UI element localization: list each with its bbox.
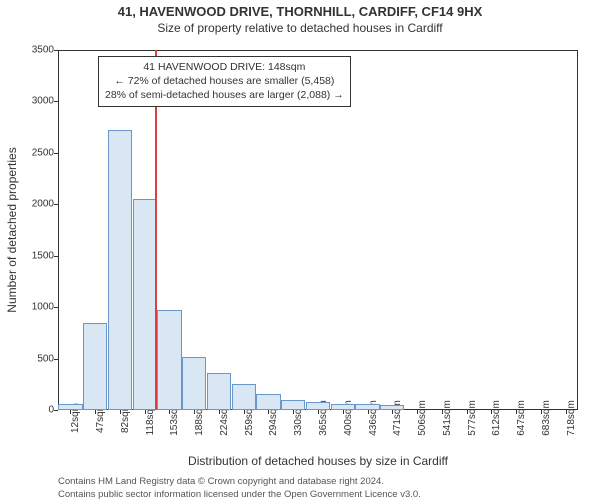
histogram-bar — [380, 405, 404, 410]
histogram-bar — [331, 404, 355, 410]
y-tick-mark — [54, 410, 58, 411]
x-tick-label: 612sqm — [491, 400, 502, 436]
x-tick-label: 541sqm — [442, 400, 453, 436]
histogram-bar — [306, 402, 330, 410]
y-tick-mark — [54, 204, 58, 205]
x-tick-label: 577sqm — [467, 400, 478, 436]
y-tick-mark — [54, 256, 58, 257]
histogram-bar — [256, 394, 280, 410]
histogram-bar — [281, 400, 305, 410]
histogram-bar — [83, 323, 107, 410]
footer-line: Contains HM Land Registry data © Crown c… — [58, 476, 421, 488]
y-tick-mark — [54, 101, 58, 102]
histogram-bar — [133, 199, 157, 410]
annotation-line: 41 HAVENWOOD DRIVE: 148sqm — [105, 60, 344, 74]
y-tick-label: 1000 — [32, 302, 54, 313]
histogram-chart: 050010001500200025003000350012sqm47sqm82… — [58, 50, 578, 410]
axis-spine — [58, 50, 59, 410]
axis-spine — [58, 50, 578, 51]
histogram-bar — [355, 404, 379, 410]
y-tick-label: 1500 — [32, 250, 54, 261]
histogram-bar — [232, 384, 256, 410]
y-tick-mark — [54, 153, 58, 154]
page-subtitle: Size of property relative to detached ho… — [0, 21, 600, 35]
histogram-bar — [207, 373, 231, 410]
histogram-bar — [58, 404, 82, 410]
x-tick-label: 718sqm — [566, 400, 577, 436]
y-tick-mark — [54, 50, 58, 51]
histogram-bar — [108, 130, 132, 410]
y-tick-label: 3000 — [32, 96, 54, 107]
axis-spine — [577, 50, 578, 410]
x-axis-label: Distribution of detached houses by size … — [188, 454, 448, 468]
y-axis-label: Number of detached properties — [5, 147, 19, 312]
annotation-line: ← 72% of detached houses are smaller (5,… — [105, 74, 344, 88]
page-title: 41, HAVENWOOD DRIVE, THORNHILL, CARDIFF,… — [0, 4, 600, 19]
x-tick-label: 506sqm — [417, 400, 428, 436]
y-tick-label: 2000 — [32, 199, 54, 210]
footer-attribution: Contains HM Land Registry data © Crown c… — [58, 476, 421, 501]
y-tick-label: 500 — [37, 353, 54, 364]
x-tick-label: 683sqm — [541, 400, 552, 436]
annotation-line: 28% of semi-detached houses are larger (… — [105, 88, 344, 102]
y-tick-label: 2500 — [32, 147, 54, 158]
annotation-box: 41 HAVENWOOD DRIVE: 148sqm ← 72% of deta… — [98, 56, 351, 107]
x-tick-label: 647sqm — [516, 400, 527, 436]
histogram-bar — [182, 357, 206, 410]
histogram-bar — [157, 310, 181, 410]
y-tick-mark — [54, 359, 58, 360]
footer-line: Contains public sector information licen… — [58, 489, 421, 501]
y-tick-label: 3500 — [32, 45, 54, 56]
y-tick-mark — [54, 307, 58, 308]
